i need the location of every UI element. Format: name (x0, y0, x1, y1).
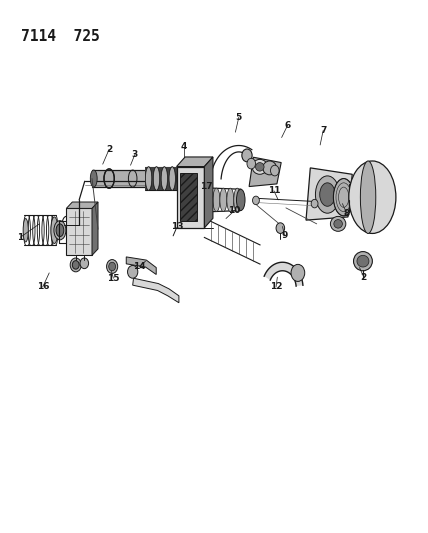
Text: 10: 10 (229, 206, 241, 215)
Ellipse shape (213, 188, 220, 212)
Text: 3: 3 (132, 150, 138, 159)
Text: 13: 13 (171, 222, 184, 231)
Polygon shape (176, 157, 213, 166)
Polygon shape (306, 168, 352, 220)
Ellipse shape (252, 159, 268, 174)
Ellipse shape (72, 261, 79, 269)
Ellipse shape (256, 163, 264, 171)
Ellipse shape (177, 167, 183, 190)
Text: 2: 2 (361, 273, 367, 281)
Ellipse shape (291, 264, 305, 281)
Ellipse shape (153, 167, 160, 190)
Polygon shape (264, 262, 303, 286)
Ellipse shape (107, 260, 118, 273)
Ellipse shape (333, 179, 354, 216)
Polygon shape (66, 208, 92, 255)
Ellipse shape (357, 255, 369, 267)
Polygon shape (66, 202, 98, 208)
Text: 8: 8 (344, 209, 350, 217)
Ellipse shape (360, 161, 376, 233)
Ellipse shape (177, 167, 183, 190)
Text: 14: 14 (133, 262, 146, 271)
Ellipse shape (330, 216, 346, 231)
Ellipse shape (169, 167, 175, 190)
Ellipse shape (242, 149, 252, 162)
Ellipse shape (354, 252, 372, 271)
Ellipse shape (276, 223, 285, 233)
Ellipse shape (311, 199, 318, 208)
Text: 17: 17 (200, 182, 213, 191)
Text: 4: 4 (181, 142, 187, 151)
Ellipse shape (51, 217, 58, 244)
Ellipse shape (23, 219, 28, 242)
Ellipse shape (109, 262, 116, 271)
Text: 7: 7 (320, 126, 326, 135)
Text: 11: 11 (268, 187, 280, 195)
Ellipse shape (161, 167, 167, 190)
Text: 5: 5 (236, 113, 242, 122)
Ellipse shape (334, 220, 342, 228)
FancyBboxPatch shape (180, 173, 197, 221)
Polygon shape (133, 278, 179, 303)
Ellipse shape (80, 258, 89, 269)
FancyBboxPatch shape (145, 167, 184, 190)
Text: 7114  725: 7114 725 (21, 29, 100, 44)
Polygon shape (249, 157, 281, 187)
Ellipse shape (56, 224, 64, 237)
Ellipse shape (161, 167, 167, 190)
Ellipse shape (236, 189, 245, 211)
Text: 15: 15 (107, 274, 120, 282)
Text: 12: 12 (270, 282, 282, 291)
Ellipse shape (349, 161, 396, 233)
Ellipse shape (146, 167, 152, 190)
Ellipse shape (128, 265, 138, 278)
Ellipse shape (54, 221, 66, 240)
FancyBboxPatch shape (92, 170, 184, 187)
Text: 16: 16 (36, 282, 49, 291)
Polygon shape (176, 166, 205, 228)
Text: 9: 9 (282, 231, 288, 240)
Ellipse shape (70, 258, 81, 272)
Ellipse shape (253, 196, 259, 205)
Ellipse shape (220, 188, 227, 212)
Ellipse shape (169, 167, 175, 190)
Ellipse shape (315, 176, 339, 213)
Ellipse shape (320, 183, 335, 206)
Polygon shape (205, 157, 213, 228)
Polygon shape (126, 257, 156, 274)
Polygon shape (92, 202, 98, 255)
Ellipse shape (90, 170, 97, 187)
Ellipse shape (153, 167, 160, 190)
Ellipse shape (227, 188, 234, 212)
Ellipse shape (270, 165, 279, 176)
Text: 2: 2 (106, 145, 112, 154)
Text: 1: 1 (18, 233, 24, 241)
Ellipse shape (247, 158, 256, 169)
Ellipse shape (234, 188, 241, 212)
Ellipse shape (263, 161, 276, 175)
Ellipse shape (146, 167, 152, 190)
Text: 6: 6 (285, 121, 291, 130)
